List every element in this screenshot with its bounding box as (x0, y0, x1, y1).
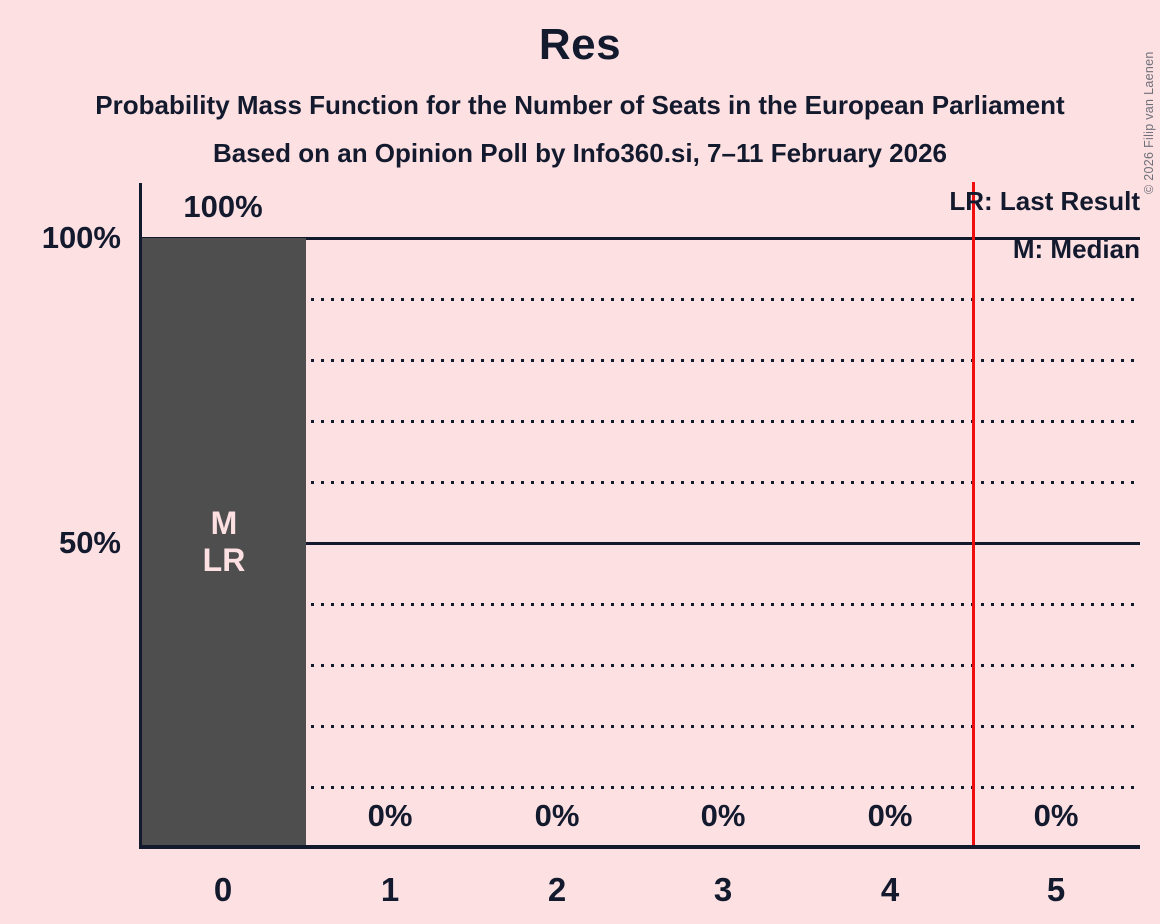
x-axis-line (139, 845, 1140, 849)
value-label-seats-3: 0% (700, 798, 746, 833)
y-axis-label-50: 50% (58, 525, 121, 560)
bar-annotation-last-result: LR (202, 541, 246, 578)
gridline-90pct (141, 298, 1140, 301)
value-label-seats-0: 100% (183, 189, 263, 224)
x-tick-3: 3 (713, 871, 733, 908)
x-tick-4: 4 (880, 871, 900, 908)
copyright-notice: © 2026 Filip van Laenen (1142, 51, 1156, 194)
gridline-70pct (141, 420, 1140, 423)
chart-title: Res (538, 20, 622, 69)
gridline-80pct (141, 359, 1140, 362)
x-tick-1: 1 (380, 871, 400, 908)
gridline-50pct (141, 542, 1140, 545)
bar-seats-0: M LR (142, 238, 306, 845)
y-axis-line (139, 183, 142, 848)
value-label-seats-4: 0% (867, 798, 913, 833)
value-label-seats-2: 0% (534, 798, 580, 833)
chart-subtitle-source: Based on an Opinion Poll by Info360.si, … (212, 138, 948, 168)
bar-annotation-median: M (210, 504, 238, 541)
x-tick-0: 0 (213, 871, 233, 908)
chart-subtitle: Probability Mass Function for the Number… (95, 90, 1065, 120)
legend-last-result: LR: Last Result (949, 186, 1140, 216)
gridline-10pct (141, 786, 1140, 789)
legend-median: M: Median (1012, 234, 1140, 264)
y-axis-label-100: 100% (41, 220, 121, 255)
gridline-40pct (141, 603, 1140, 606)
gridline-100pct (141, 237, 1140, 240)
last-result-marker-line (972, 182, 975, 845)
gridline-60pct (141, 481, 1140, 484)
x-tick-5: 5 (1046, 871, 1066, 908)
value-label-seats-5: 0% (1033, 798, 1079, 833)
x-tick-2: 2 (547, 871, 567, 908)
gridline-20pct (141, 725, 1140, 728)
gridline-30pct (141, 664, 1140, 667)
value-label-seats-1: 0% (367, 798, 413, 833)
